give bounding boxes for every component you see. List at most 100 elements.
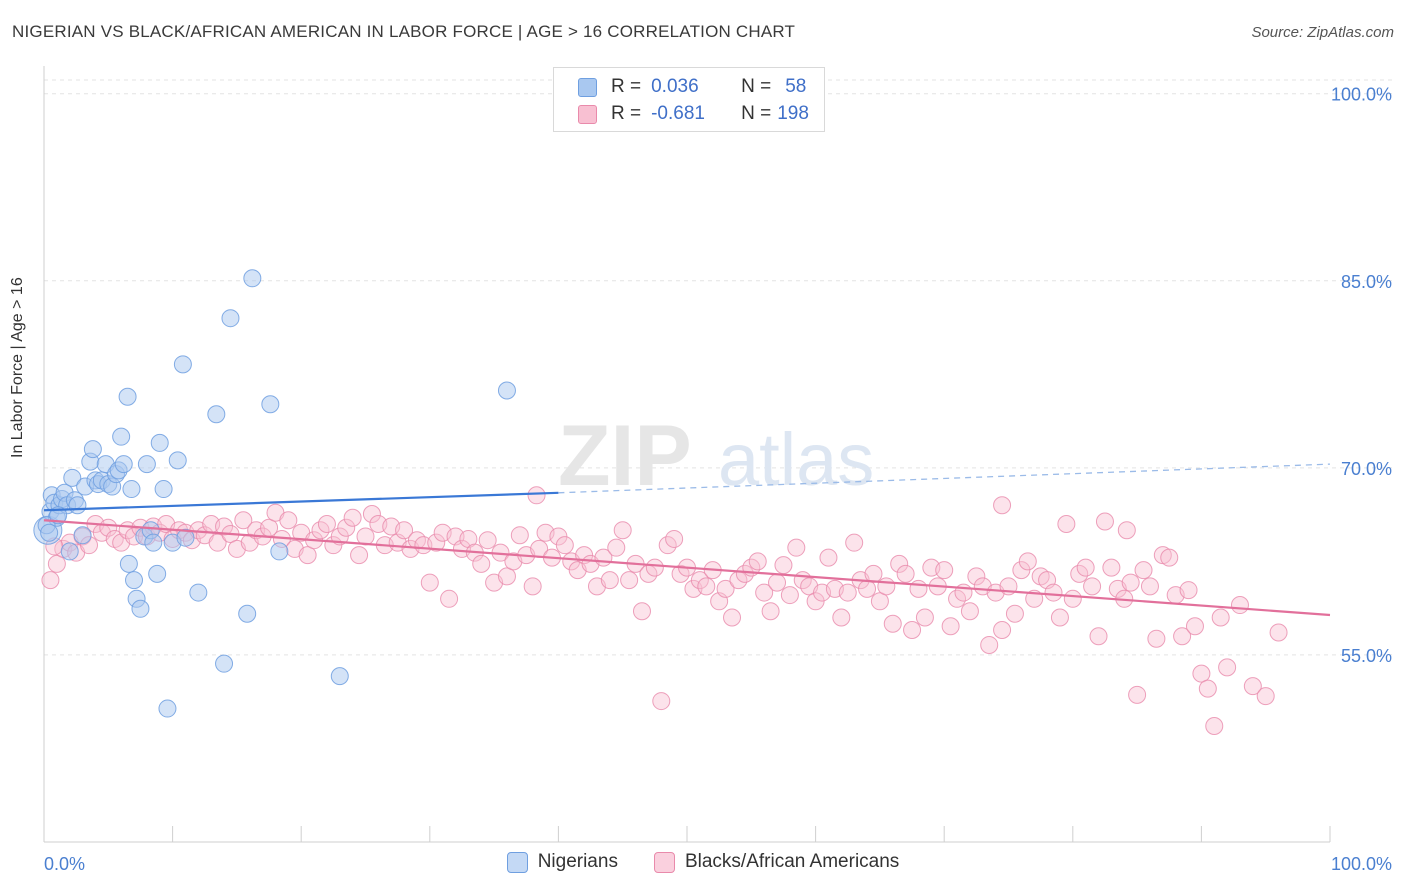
source-label: Source: ZipAtlas.com	[1251, 24, 1394, 41]
data-point-nigerians	[83, 440, 102, 459]
data-point-blacks	[1005, 604, 1024, 623]
data-point-nigerians	[118, 387, 137, 406]
data-point-blacks	[1160, 548, 1179, 567]
legend-label-nigerians: Nigerians	[537, 851, 618, 872]
tick-labels: 55.0% 70.0% 85.0% 100.0% 0.0% 100.0%	[44, 85, 1392, 874]
trend-line-nigerians	[43, 491, 559, 512]
legend-swatch-blacks	[653, 851, 675, 873]
data-point-blacks	[697, 577, 716, 596]
data-point-nigerians	[68, 496, 87, 515]
data-point-blacks	[768, 573, 787, 592]
data-point-blacks	[1050, 608, 1069, 627]
data-point-blacks	[870, 592, 889, 611]
legend-n-value: 58	[785, 76, 807, 97]
data-point-blacks	[1192, 664, 1211, 683]
data-point-blacks	[1102, 558, 1121, 577]
data-point-nigerians	[154, 480, 173, 499]
data-point-blacks	[1089, 627, 1108, 646]
trend-line-nigerians-extension	[558, 463, 1331, 494]
legend-r-label: R =	[611, 103, 642, 124]
legend-n-label: N =	[741, 76, 772, 97]
data-point-blacks	[845, 533, 864, 552]
data-point-nigerians	[73, 526, 92, 545]
data-point-blacks	[427, 533, 446, 552]
series-legend: Nigerians Blacks/African Americans	[0, 851, 1406, 873]
data-point-nigerians	[144, 533, 163, 552]
data-point-blacks	[298, 546, 317, 565]
data-point-nigerians	[137, 455, 156, 474]
data-point-nigerians	[125, 571, 144, 590]
data-point-nigerians	[168, 451, 187, 470]
data-point-nigerians	[122, 480, 141, 499]
legend-item-blacks[interactable]: Blacks/African Americans	[653, 851, 900, 873]
data-point-blacks	[1044, 583, 1063, 602]
data-point-nigerians	[207, 405, 226, 424]
data-point-blacks	[350, 546, 369, 565]
data-point-nigerians	[189, 583, 208, 602]
data-point-blacks	[652, 692, 671, 711]
data-point-nigerians	[497, 381, 516, 400]
data-point-blacks	[864, 564, 883, 583]
trend-line-blacks	[43, 519, 1331, 617]
data-point-blacks	[1230, 596, 1249, 615]
data-point-nigerians	[261, 395, 280, 414]
legend-swatch-blacks	[578, 104, 597, 124]
y-tick-label: 85.0%	[1341, 272, 1392, 292]
data-point-blacks	[208, 533, 227, 552]
data-point-nigerians	[119, 554, 138, 573]
legend-swatch-nigerians	[506, 851, 528, 873]
data-point-blacks	[877, 577, 896, 596]
data-point-blacks	[1057, 514, 1076, 533]
data-point-blacks	[1117, 521, 1136, 540]
data-point-blacks	[896, 564, 915, 583]
data-point-blacks	[41, 571, 60, 590]
data-point-nigerians	[176, 528, 195, 547]
data-point-blacks	[362, 504, 381, 523]
y-tick-label: 100.0%	[1331, 85, 1392, 105]
data-point-blacks	[1185, 617, 1204, 636]
data-point-blacks	[993, 620, 1012, 639]
data-point-blacks	[1134, 561, 1153, 580]
data-point-blacks	[787, 538, 806, 557]
data-point-nigerians	[40, 523, 59, 542]
data-point-blacks	[440, 589, 459, 608]
data-point-blacks	[420, 573, 439, 592]
axes	[43, 66, 1331, 843]
data-point-nigerians	[63, 468, 82, 487]
data-point-blacks	[665, 529, 684, 548]
data-point-nigerians	[112, 427, 131, 446]
data-point-blacks	[1218, 658, 1237, 677]
data-point-blacks	[1205, 717, 1224, 736]
data-point-blacks	[755, 583, 774, 602]
data-point-blacks	[780, 586, 799, 605]
data-point-nigerians	[173, 355, 192, 374]
trend-lines	[43, 463, 1331, 617]
data-point-blacks	[723, 608, 742, 627]
legend-label-blacks: Blacks/African Americans	[684, 851, 900, 872]
x-tick-label: 0.0%	[44, 854, 85, 874]
data-point-nigerians	[238, 604, 257, 623]
data-point-blacks	[523, 577, 542, 596]
watermark: ZIP atlas	[558, 408, 874, 504]
data-point-blacks	[234, 511, 253, 530]
series-nigerians-points	[33, 269, 516, 718]
legend-row-blacks: R = -0.681 N = 198	[578, 102, 809, 126]
legend-row-nigerians: R = 0.036 N = 58	[578, 75, 806, 99]
data-point-blacks	[838, 583, 857, 602]
data-point-nigerians	[150, 433, 169, 452]
data-point-blacks	[761, 602, 780, 621]
data-point-blacks	[716, 579, 735, 598]
legend-item-nigerians[interactable]: Nigerians	[506, 851, 618, 873]
data-point-blacks	[472, 554, 491, 573]
data-point-blacks	[1128, 685, 1147, 704]
data-point-blacks	[909, 579, 928, 598]
data-point-blacks	[632, 602, 651, 621]
y-tick-label: 55.0%	[1341, 646, 1392, 666]
data-point-blacks	[903, 620, 922, 639]
data-point-blacks	[279, 511, 298, 530]
data-point-blacks	[774, 556, 793, 575]
data-point-blacks	[1076, 558, 1095, 577]
data-point-blacks	[337, 518, 356, 537]
y-tick-label: 70.0%	[1341, 459, 1392, 479]
legend-n-value: 198	[777, 103, 809, 124]
